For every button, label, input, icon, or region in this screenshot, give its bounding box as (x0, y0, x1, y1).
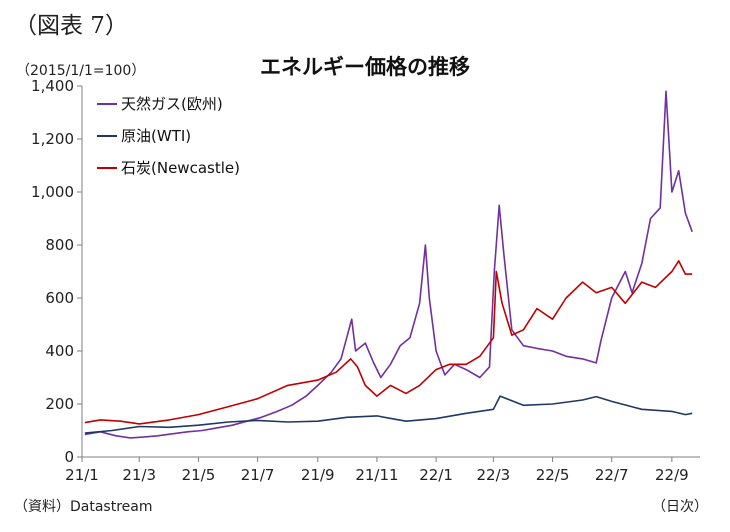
y-tick-label: 400 (45, 342, 74, 360)
x-tick-label: 21/9 (301, 466, 335, 484)
x-tick-label: 21/5 (182, 466, 216, 484)
series-line-1 (84, 90, 693, 439)
x-tick-label: 21/1 (65, 466, 99, 484)
y-tick-label: 1,000 (31, 183, 74, 201)
x-unit-label: （日次） (652, 499, 708, 515)
series-line-3 (84, 260, 693, 425)
y-tick-label: 1,200 (31, 130, 74, 148)
x-tick-label: 21/11 (355, 466, 398, 484)
x-tick-label: 22/1 (419, 466, 453, 484)
chart-title: エネルギー価格の推移 (260, 55, 470, 79)
y-tick-label: 600 (45, 289, 74, 307)
x-tick-label: 21/7 (241, 466, 275, 484)
x-tick-label: 22/5 (536, 466, 570, 484)
x-tick-label: 22/3 (477, 466, 511, 484)
y-tick-label: 800 (45, 236, 74, 254)
x-tick-label: 22/7 (595, 466, 629, 484)
y-unit-label: （2015/1/1=100） (16, 63, 146, 79)
series-line-2 (84, 395, 693, 434)
x-tick-label: 21/3 (122, 466, 156, 484)
y-tick-label: 1,400 (31, 77, 74, 95)
x-tick-label: 22/9 (655, 466, 689, 484)
legend-label-2: 原油(WTI) (121, 127, 191, 145)
legend-label-3: 石炭(Newcastle) (121, 159, 240, 177)
figure-label: （図表 7） (14, 13, 128, 39)
y-tick-label: 0 (64, 448, 74, 466)
source-label: （資料）Datastream (14, 499, 153, 515)
y-tick-label: 200 (45, 395, 74, 413)
legend-label-1: 天然ガス(欧州) (121, 95, 223, 113)
